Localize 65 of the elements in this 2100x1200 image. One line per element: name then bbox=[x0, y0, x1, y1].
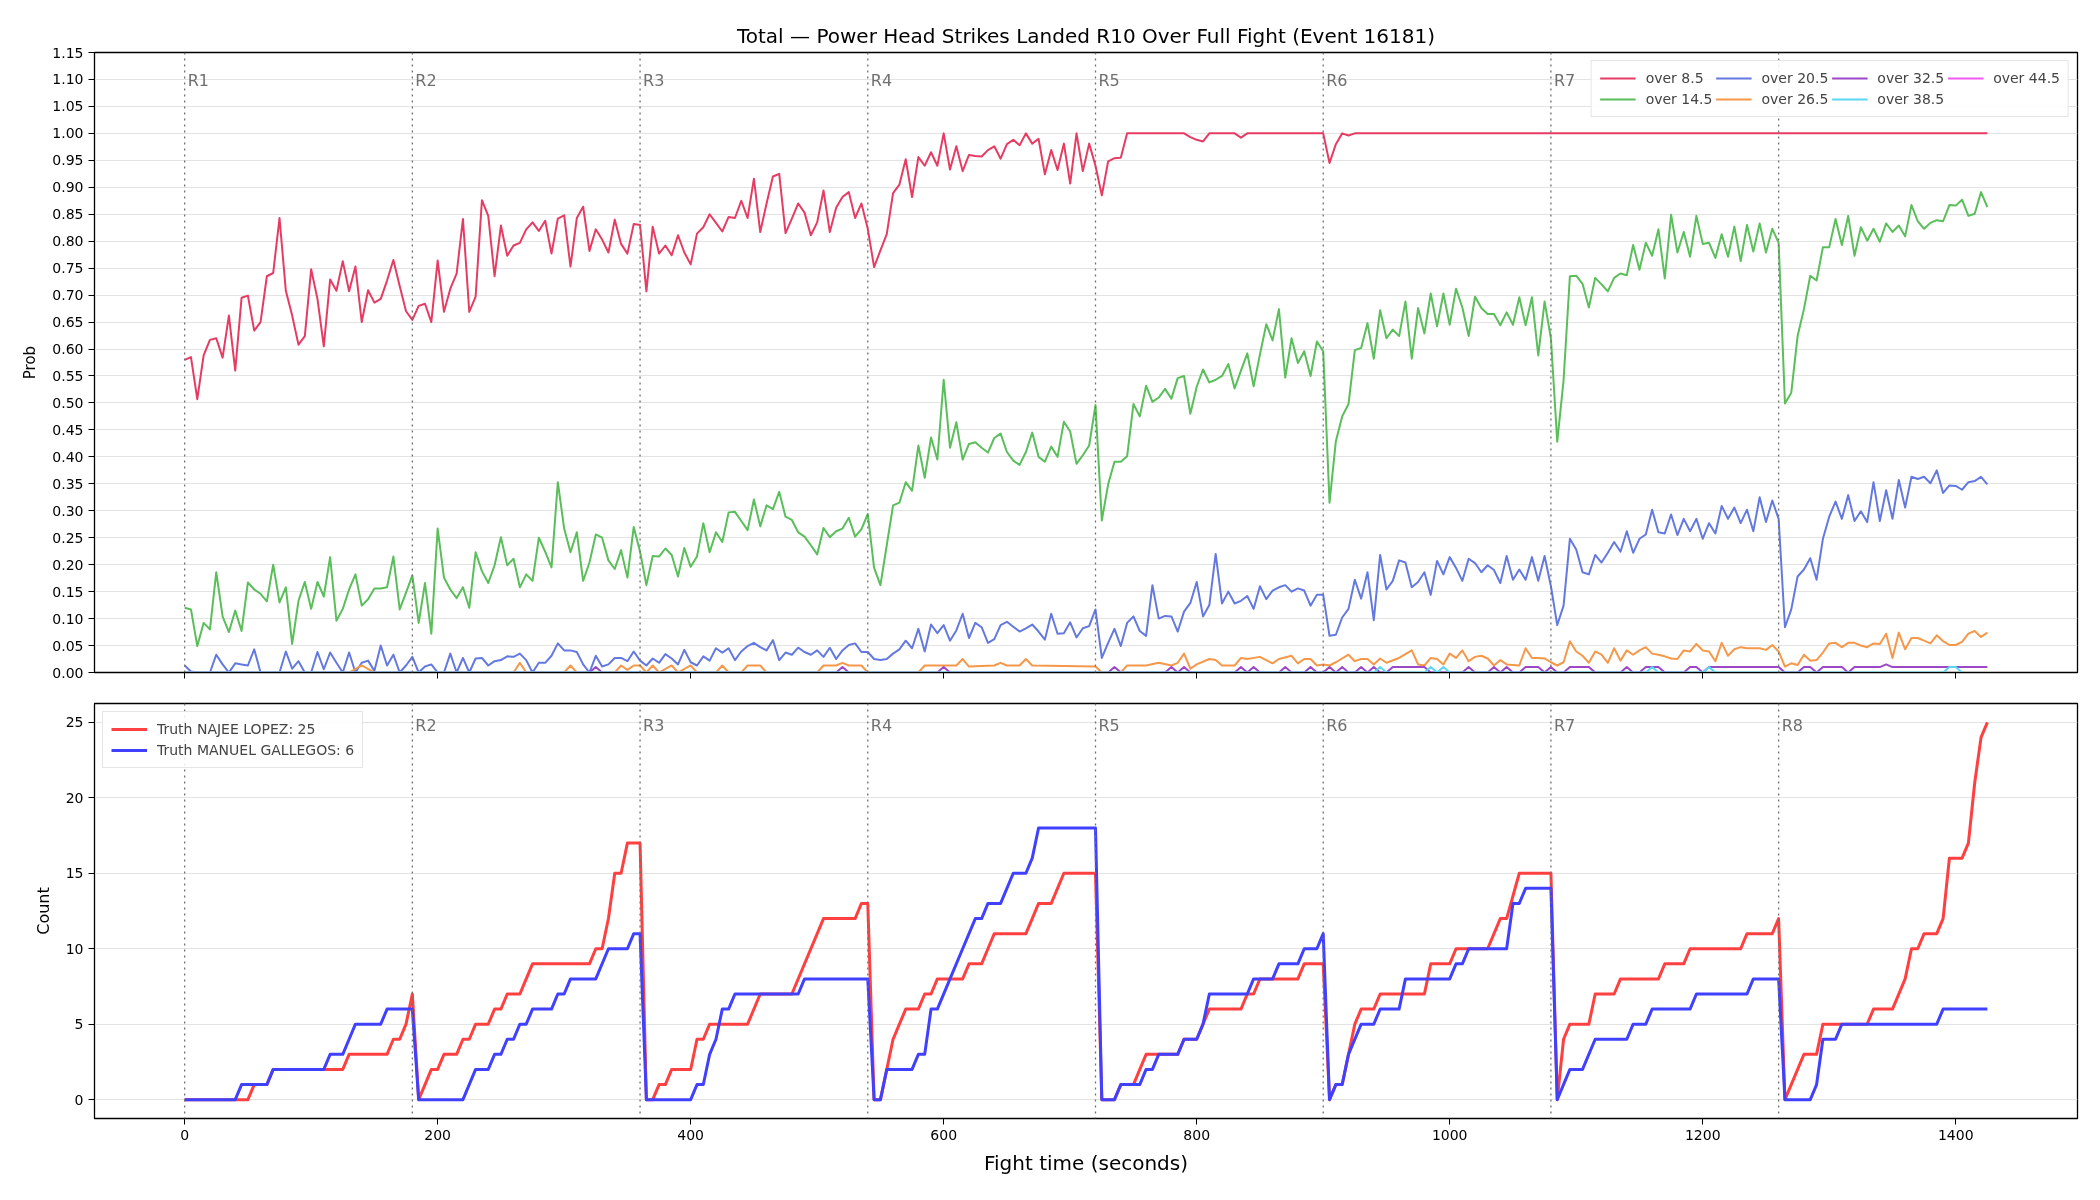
y-tick-label: 0.75 bbox=[52, 260, 84, 277]
ref-line-label: R5 bbox=[1098, 71, 1120, 91]
y-tick-label: 10 bbox=[65, 940, 84, 957]
y-tick-label: 25 bbox=[65, 714, 84, 731]
ref-line-label: R7 bbox=[1553, 715, 1576, 735]
legend-label: over 8.5 bbox=[1645, 69, 1704, 87]
x-tick-label: 1400 bbox=[1937, 1126, 1974, 1143]
y-tick-label: 0.20 bbox=[52, 556, 84, 573]
y-tick-label: 15 bbox=[65, 865, 84, 882]
y-tick-label: 0.50 bbox=[52, 394, 84, 411]
ref-line-label: R3 bbox=[643, 715, 665, 735]
x-tick-label: 200 bbox=[424, 1126, 452, 1143]
ref-line-label: R6 bbox=[1326, 71, 1348, 91]
legend-label: over 38.5 bbox=[1877, 90, 1945, 108]
y-tick-label: 1.00 bbox=[52, 125, 84, 142]
y-tick-label: 0.40 bbox=[52, 448, 84, 465]
x-tick-label: 0 bbox=[180, 1126, 190, 1143]
y-tick-label: 0.45 bbox=[52, 421, 84, 438]
y-tick-label: 5 bbox=[74, 1016, 84, 1033]
legend-label: over 26.5 bbox=[1761, 90, 1829, 108]
y-axis-title: Prob bbox=[21, 345, 40, 380]
y-tick-label: 0.85 bbox=[52, 206, 84, 223]
x-axis-title: Fight time (seconds) bbox=[983, 1150, 1189, 1175]
y-tick-label: 0.60 bbox=[52, 341, 84, 358]
y-tick-label: 0.25 bbox=[52, 529, 84, 546]
ref-line-label: R4 bbox=[870, 71, 893, 91]
ref-line-label: R2 bbox=[415, 715, 437, 735]
ref-line-label: R5 bbox=[1098, 715, 1120, 735]
y-tick-label: 1.05 bbox=[52, 98, 84, 115]
x-tick-label: 400 bbox=[677, 1126, 705, 1143]
y-tick-label: 0.70 bbox=[52, 287, 84, 304]
y-tick-label: 0.95 bbox=[52, 152, 84, 169]
y-tick-label: 0.35 bbox=[52, 475, 84, 492]
y-tick-label: 1.10 bbox=[52, 71, 84, 88]
y-tick-label: 0.30 bbox=[52, 502, 84, 519]
y-tick-label: 0.90 bbox=[52, 179, 84, 196]
x-tick-label: 1000 bbox=[1431, 1126, 1468, 1143]
ref-line-label: R3 bbox=[643, 71, 665, 91]
y-tick-label: 0.65 bbox=[52, 314, 84, 331]
y-tick-label: 0.80 bbox=[52, 233, 84, 250]
y-tick-label: 0.10 bbox=[52, 610, 84, 627]
ref-line-label: R2 bbox=[415, 71, 437, 91]
y-tick-label: 0 bbox=[74, 1091, 84, 1108]
x-tick-label: 800 bbox=[1183, 1126, 1211, 1143]
legend-label: over 20.5 bbox=[1761, 69, 1829, 87]
x-tick-label: 1200 bbox=[1684, 1126, 1721, 1143]
legend-label: Truth MANUEL GALLEGOS: 6 bbox=[157, 741, 355, 759]
ref-line-label: R8 bbox=[1781, 715, 1803, 735]
y-tick-label: 0.05 bbox=[52, 637, 84, 654]
y-tick-label: 0.15 bbox=[52, 583, 84, 600]
chart-title: Total — Power Head Strikes Landed R10 Over Full Fight (Event 16181) bbox=[735, 23, 1436, 48]
x-tick-label: 600 bbox=[930, 1126, 958, 1143]
y-tick-label: 20 bbox=[65, 789, 84, 806]
legend-label: over 44.5 bbox=[1993, 69, 2060, 87]
legend-label: over 14.5 bbox=[1645, 90, 1713, 108]
y-axis-title: Count bbox=[33, 887, 53, 935]
y-tick-label: 1.15 bbox=[52, 44, 84, 61]
ref-line-label: R7 bbox=[1553, 71, 1576, 91]
legend-label: over 32.5 bbox=[1877, 69, 1945, 87]
y-tick-label: 0.55 bbox=[52, 367, 84, 384]
legend-label: Truth NAJEE LOPEZ: 25 bbox=[157, 720, 316, 738]
ref-line-label: R1 bbox=[187, 71, 209, 91]
ref-line-label: R4 bbox=[870, 715, 893, 735]
y-tick-label: 0.00 bbox=[52, 664, 84, 681]
ref-line-label: R6 bbox=[1326, 715, 1348, 735]
